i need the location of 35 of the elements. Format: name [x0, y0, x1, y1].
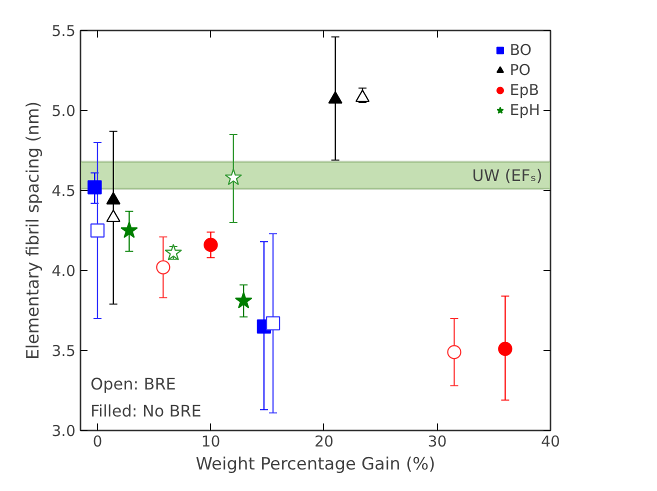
point — [328, 91, 342, 104]
point — [204, 238, 218, 252]
point — [88, 180, 102, 194]
band-label: UW (EFₛ) — [472, 166, 543, 185]
y-axis-title: Elementary fibril spacing (nm) — [24, 101, 44, 360]
point — [224, 168, 242, 186]
x-tick-label: 20 — [314, 432, 334, 450]
point — [266, 316, 280, 330]
point — [498, 342, 512, 356]
annotation: Open: BRE — [90, 374, 176, 394]
point — [90, 223, 105, 238]
y-tick-label: 4.5 — [52, 182, 76, 200]
y-tick-label: 5.5 — [52, 22, 76, 40]
x-tick-label: 30 — [428, 432, 447, 450]
y-tick-label: 3.5 — [52, 342, 76, 360]
point — [164, 244, 182, 260]
legend-label: PO — [510, 61, 531, 79]
point — [106, 210, 120, 222]
point — [355, 90, 370, 102]
point — [120, 221, 138, 238]
point — [234, 292, 252, 308]
y-tick-label: 4.0 — [52, 262, 76, 280]
legend-label: EpB — [510, 81, 540, 99]
y-tick-label: 3.0 — [52, 422, 76, 440]
annotation: Filled: No BRE — [90, 402, 202, 420]
point — [156, 260, 170, 274]
point — [447, 345, 462, 360]
legend-label: BO — [510, 41, 532, 59]
y-tick-label: 5.0 — [52, 102, 76, 120]
x-tick-label: 10 — [201, 432, 220, 450]
x-tick-label: 0 — [92, 432, 102, 450]
point — [106, 192, 120, 204]
x-axis-title: Weight Percentage Gain (%) — [196, 454, 436, 474]
x-tick-label: 40 — [540, 432, 560, 450]
legend-label: EpH — [510, 101, 540, 119]
